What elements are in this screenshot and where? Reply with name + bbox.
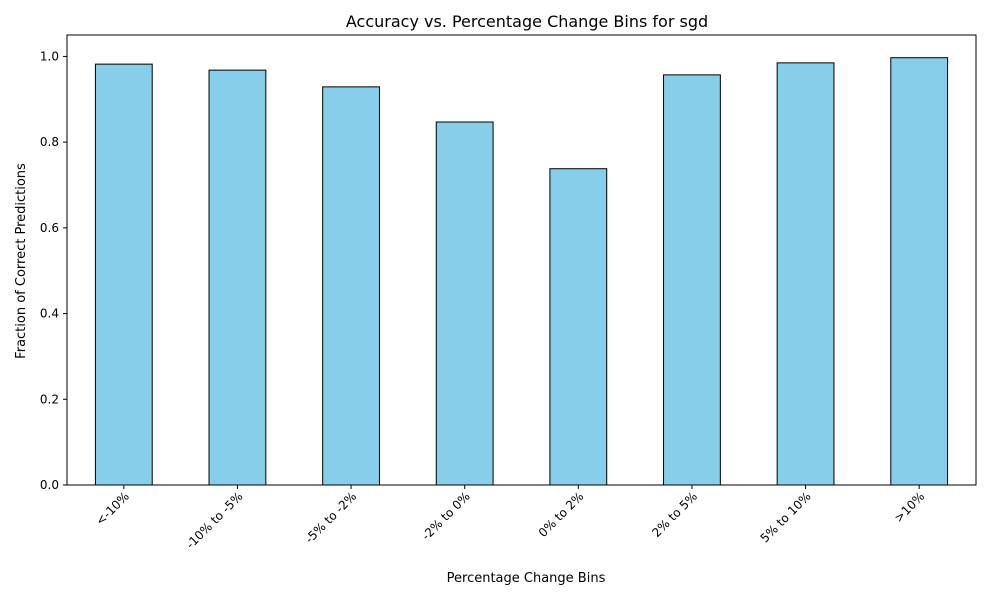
y-tick-label: 0.2: [40, 392, 59, 406]
x-tick-label: <-10%: [93, 489, 132, 528]
bar-7: [890, 57, 949, 486]
x-axis-label: Percentage Change Bins: [447, 571, 606, 586]
x-tick-label: 2% to 5%: [649, 489, 700, 540]
axes-frame: [66, 34, 977, 486]
y-tick-label: 0.6: [40, 221, 59, 235]
bar-3: [435, 121, 494, 486]
y-tick-label: 1.0: [40, 49, 59, 63]
bar-5: [663, 74, 721, 486]
x-tick-label: 0% to 2%: [536, 489, 587, 540]
y-tick-label: 0.0: [40, 478, 59, 492]
chart-title: Accuracy vs. Percentage Change Bins for …: [346, 12, 708, 31]
y-tick-label: 0.8: [40, 135, 59, 149]
x-tick-label: >10%: [891, 489, 927, 525]
bars-layer: [94, 57, 949, 486]
x-tick-label: -5% to -2%: [302, 489, 359, 546]
bar-2: [322, 86, 380, 486]
x-tick-label: -10% to -5%: [183, 489, 245, 551]
x-axis: <-10% -10% to -5% -5% to -2% -2% to 0% 0% to…: [93, 485, 927, 551]
x-tick-label: 5% to 10%: [758, 489, 814, 545]
bar-1: [208, 69, 267, 486]
bar-4: [549, 168, 608, 486]
y-axis-label: Fraction of Correct Predictions: [14, 163, 29, 359]
x-tick-label: -2% to 0%: [419, 489, 473, 543]
y-axis: 0.0 0.2 0.4 0.6 0.8 1.0: [40, 49, 67, 492]
bar-6: [776, 62, 835, 486]
y-tick-label: 0.4: [40, 307, 59, 321]
bar-0: [94, 63, 153, 486]
